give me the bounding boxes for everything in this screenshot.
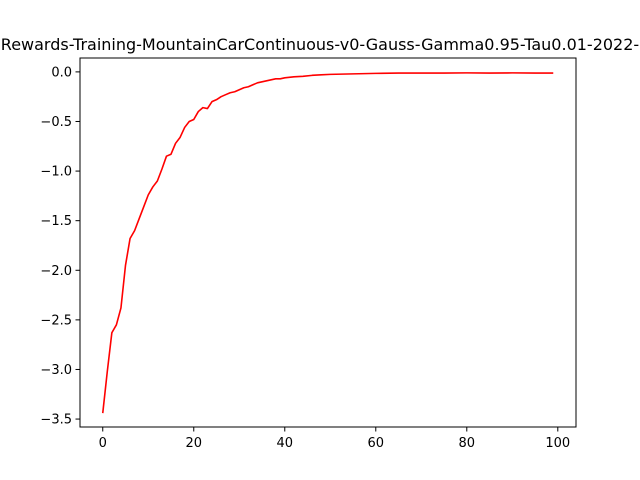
x-tick-label: 100 bbox=[545, 436, 570, 451]
series-line-0 bbox=[101, 72, 554, 414]
y-tick-label: −2.5 bbox=[40, 313, 72, 328]
x-tick-label: 0 bbox=[99, 436, 107, 451]
chart-title: Rewards-Training-MountainCarContinuous-v… bbox=[1, 35, 639, 54]
y-tick-label: −1.0 bbox=[40, 165, 72, 180]
x-tick-label: 20 bbox=[185, 436, 202, 451]
plot-area: 0 20 40 60 80 100 0.0 −0.5 −1.0 −1.5 −2.0 −2.5 −3.0… bbox=[40, 57, 577, 451]
y-tick-label: −2.0 bbox=[40, 264, 72, 279]
x-tick-label: 60 bbox=[368, 436, 385, 451]
y-tick-label: −3.0 bbox=[40, 363, 72, 378]
x-axis-ticks: 0 20 40 60 80 100 bbox=[99, 427, 570, 451]
series-layer bbox=[101, 72, 554, 414]
y-tick-label: −3.5 bbox=[40, 413, 72, 428]
y-tick-label: −0.5 bbox=[40, 115, 72, 130]
x-tick-label: 80 bbox=[459, 436, 476, 451]
axes-frame bbox=[79, 57, 577, 428]
y-tick-label: −1.5 bbox=[40, 214, 72, 229]
y-axis-ticks: 0.0 −0.5 −1.0 −1.5 −2.0 −2.5 −3.0 −3.5 bbox=[40, 65, 80, 428]
y-tick-label: 0.0 bbox=[51, 65, 72, 80]
x-tick-label: 40 bbox=[276, 436, 293, 451]
